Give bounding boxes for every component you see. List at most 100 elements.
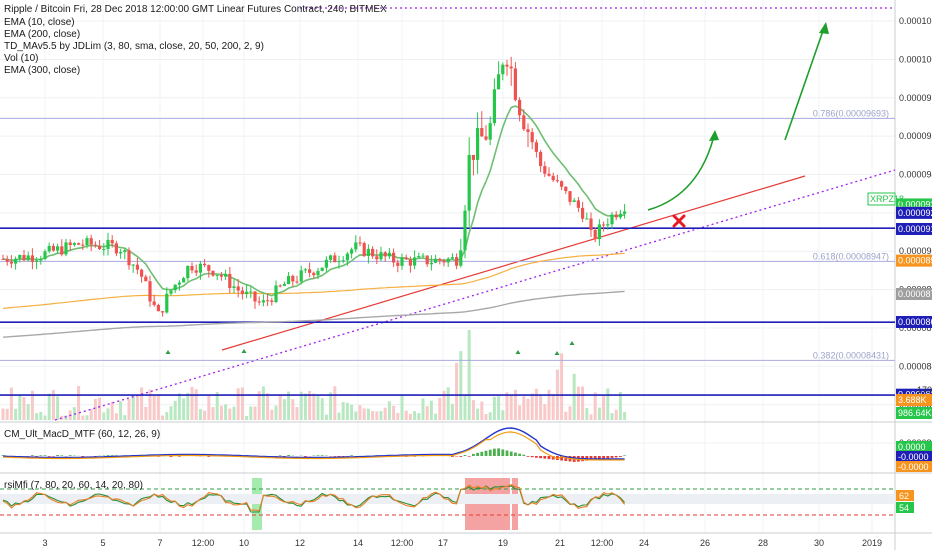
volume-bar (291, 399, 295, 420)
macd-histogram-bar (106, 455, 110, 456)
candle-body (602, 224, 606, 226)
macd-tag (896, 461, 932, 472)
ema300-line (2, 290, 625, 338)
candle-body (110, 239, 114, 244)
macd-histogram-bar (1, 455, 5, 456)
volume-bar (22, 396, 26, 420)
volume-bar (240, 387, 244, 420)
chart-title: Ripple / Bitcoin Fri, 28 Dec 2018 12:00:… (4, 4, 387, 15)
fib-level-label: 0.382(0.00008431) (813, 350, 889, 360)
symbol-tag (867, 192, 896, 206)
ema200-line (2, 252, 625, 309)
candle-body (589, 218, 593, 230)
macd-histogram-bar (459, 456, 463, 457)
x-tick-label: 24 (639, 538, 649, 548)
macd-histogram-bar (337, 456, 341, 457)
volume-bar (89, 409, 93, 420)
volume-bar (530, 393, 534, 420)
volume-bar (308, 390, 312, 420)
legend-ema10: EMA (10, close) (4, 17, 75, 28)
candle-body (68, 242, 72, 245)
candle-body (156, 304, 160, 312)
volume-bar (610, 413, 614, 420)
macd-histogram-bar (350, 455, 353, 456)
volume-bar (249, 406, 253, 420)
x-tick-label: 30 (814, 538, 824, 548)
candle-body (51, 245, 55, 251)
candle-body (26, 255, 30, 261)
volume-bar (471, 400, 475, 420)
x-tick-label: 26 (700, 538, 710, 548)
volume-bar (56, 396, 60, 420)
volume-bar (404, 410, 408, 420)
projection-arrow-short (647, 131, 716, 211)
macd-histogram-bar (283, 456, 286, 457)
candle-body (455, 257, 459, 266)
volume-tag (896, 407, 932, 419)
volume-bar (30, 390, 34, 420)
volume-bar (270, 409, 274, 420)
candle-body (60, 246, 64, 255)
candle-body (173, 284, 177, 291)
candle-body (308, 269, 312, 273)
candle-body (505, 64, 509, 67)
td-marker (165, 350, 171, 354)
macd-histogram-bar (535, 456, 538, 458)
volume-bar (509, 394, 513, 420)
candle-body (564, 186, 568, 192)
volume-bar (135, 395, 139, 420)
x-tick-label: 19 (498, 538, 508, 548)
candle-body (597, 224, 601, 240)
volume-bar (560, 353, 564, 420)
candle-body (291, 275, 295, 282)
volume-bar (85, 415, 89, 420)
x-tick-label: 14 (353, 538, 363, 548)
volume-bar (51, 389, 55, 420)
candle-body (219, 274, 223, 277)
volume-bar (211, 407, 215, 420)
candle-body (547, 173, 551, 176)
volume-bar (602, 396, 606, 420)
volume-bar (408, 413, 412, 420)
volume-bar (526, 398, 530, 420)
projection-arrowhead (819, 22, 829, 34)
macd-histogram-bar (463, 455, 467, 456)
volume-bar (446, 387, 450, 420)
candle-body (93, 244, 97, 246)
volume-bar (614, 409, 618, 420)
macd-tag-label: -0.0000 (898, 452, 929, 462)
macd-histogram-bar (451, 456, 454, 457)
x-tick-label: 12 (295, 538, 305, 548)
volume-bar (497, 396, 501, 420)
projection-arrowhead (709, 130, 719, 141)
candle-body (303, 269, 307, 271)
volume-bar (169, 406, 173, 420)
macd-histogram-bar (316, 455, 320, 456)
volume-bar (127, 399, 131, 420)
macd-histogram-bar (547, 456, 551, 460)
candle-body (421, 255, 425, 257)
candle-body (198, 263, 202, 273)
macd-histogram-bar (518, 453, 521, 456)
macd-histogram-bar (623, 455, 626, 456)
volume-bar (333, 386, 337, 420)
macd-histogram-bar (598, 456, 601, 460)
macd-histogram-bar (480, 451, 484, 456)
candle-body (140, 269, 144, 277)
volume-bar (144, 406, 148, 420)
volume-bar (513, 389, 517, 420)
volume-bar (245, 415, 249, 420)
volume-bar (564, 411, 568, 420)
macd-histogram-bar (207, 456, 211, 457)
macd-histogram-bar (81, 456, 85, 457)
volume-bar (593, 392, 597, 420)
macd-label: CM_Ult_MacD_MTF (60, 12, 26, 9) (4, 429, 161, 440)
symbol-tag-label: XRPZ18 (870, 194, 904, 204)
macd-histogram-bar (530, 456, 534, 458)
x-tick-label: 2019 (862, 538, 882, 548)
volume-bar (261, 386, 265, 420)
macd-histogram-bar (278, 455, 282, 456)
candle-body (593, 229, 597, 240)
volume-bar (98, 397, 102, 420)
